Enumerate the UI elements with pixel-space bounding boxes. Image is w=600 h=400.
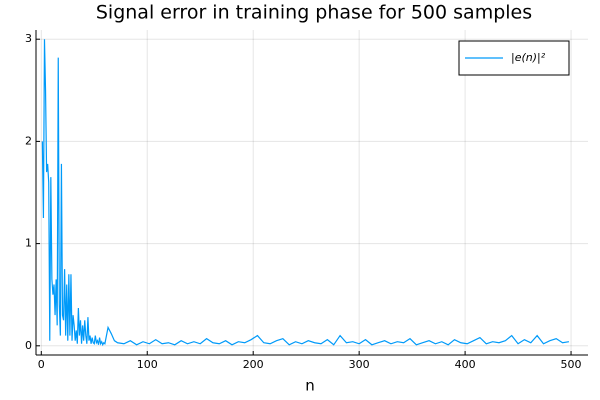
x-tick-label: 200 — [243, 358, 264, 371]
x-axis-label: n — [305, 377, 315, 395]
y-tick-label: 0 — [25, 339, 32, 352]
chart-title: Signal error in training phase for 500 s… — [96, 2, 532, 24]
x-tick-label: 400 — [455, 358, 476, 371]
legend-label: |e(n)|² — [511, 51, 546, 64]
y-tick-label: 1 — [25, 237, 32, 250]
x-tick-label: 0 — [38, 358, 45, 371]
x-tick-label: 100 — [137, 358, 158, 371]
x-tick-label: 300 — [349, 358, 370, 371]
series-line — [41, 39, 570, 347]
x-tick-label: 500 — [561, 358, 582, 371]
y-tick-label: 3 — [25, 32, 32, 45]
y-tick-label: 2 — [25, 134, 32, 147]
